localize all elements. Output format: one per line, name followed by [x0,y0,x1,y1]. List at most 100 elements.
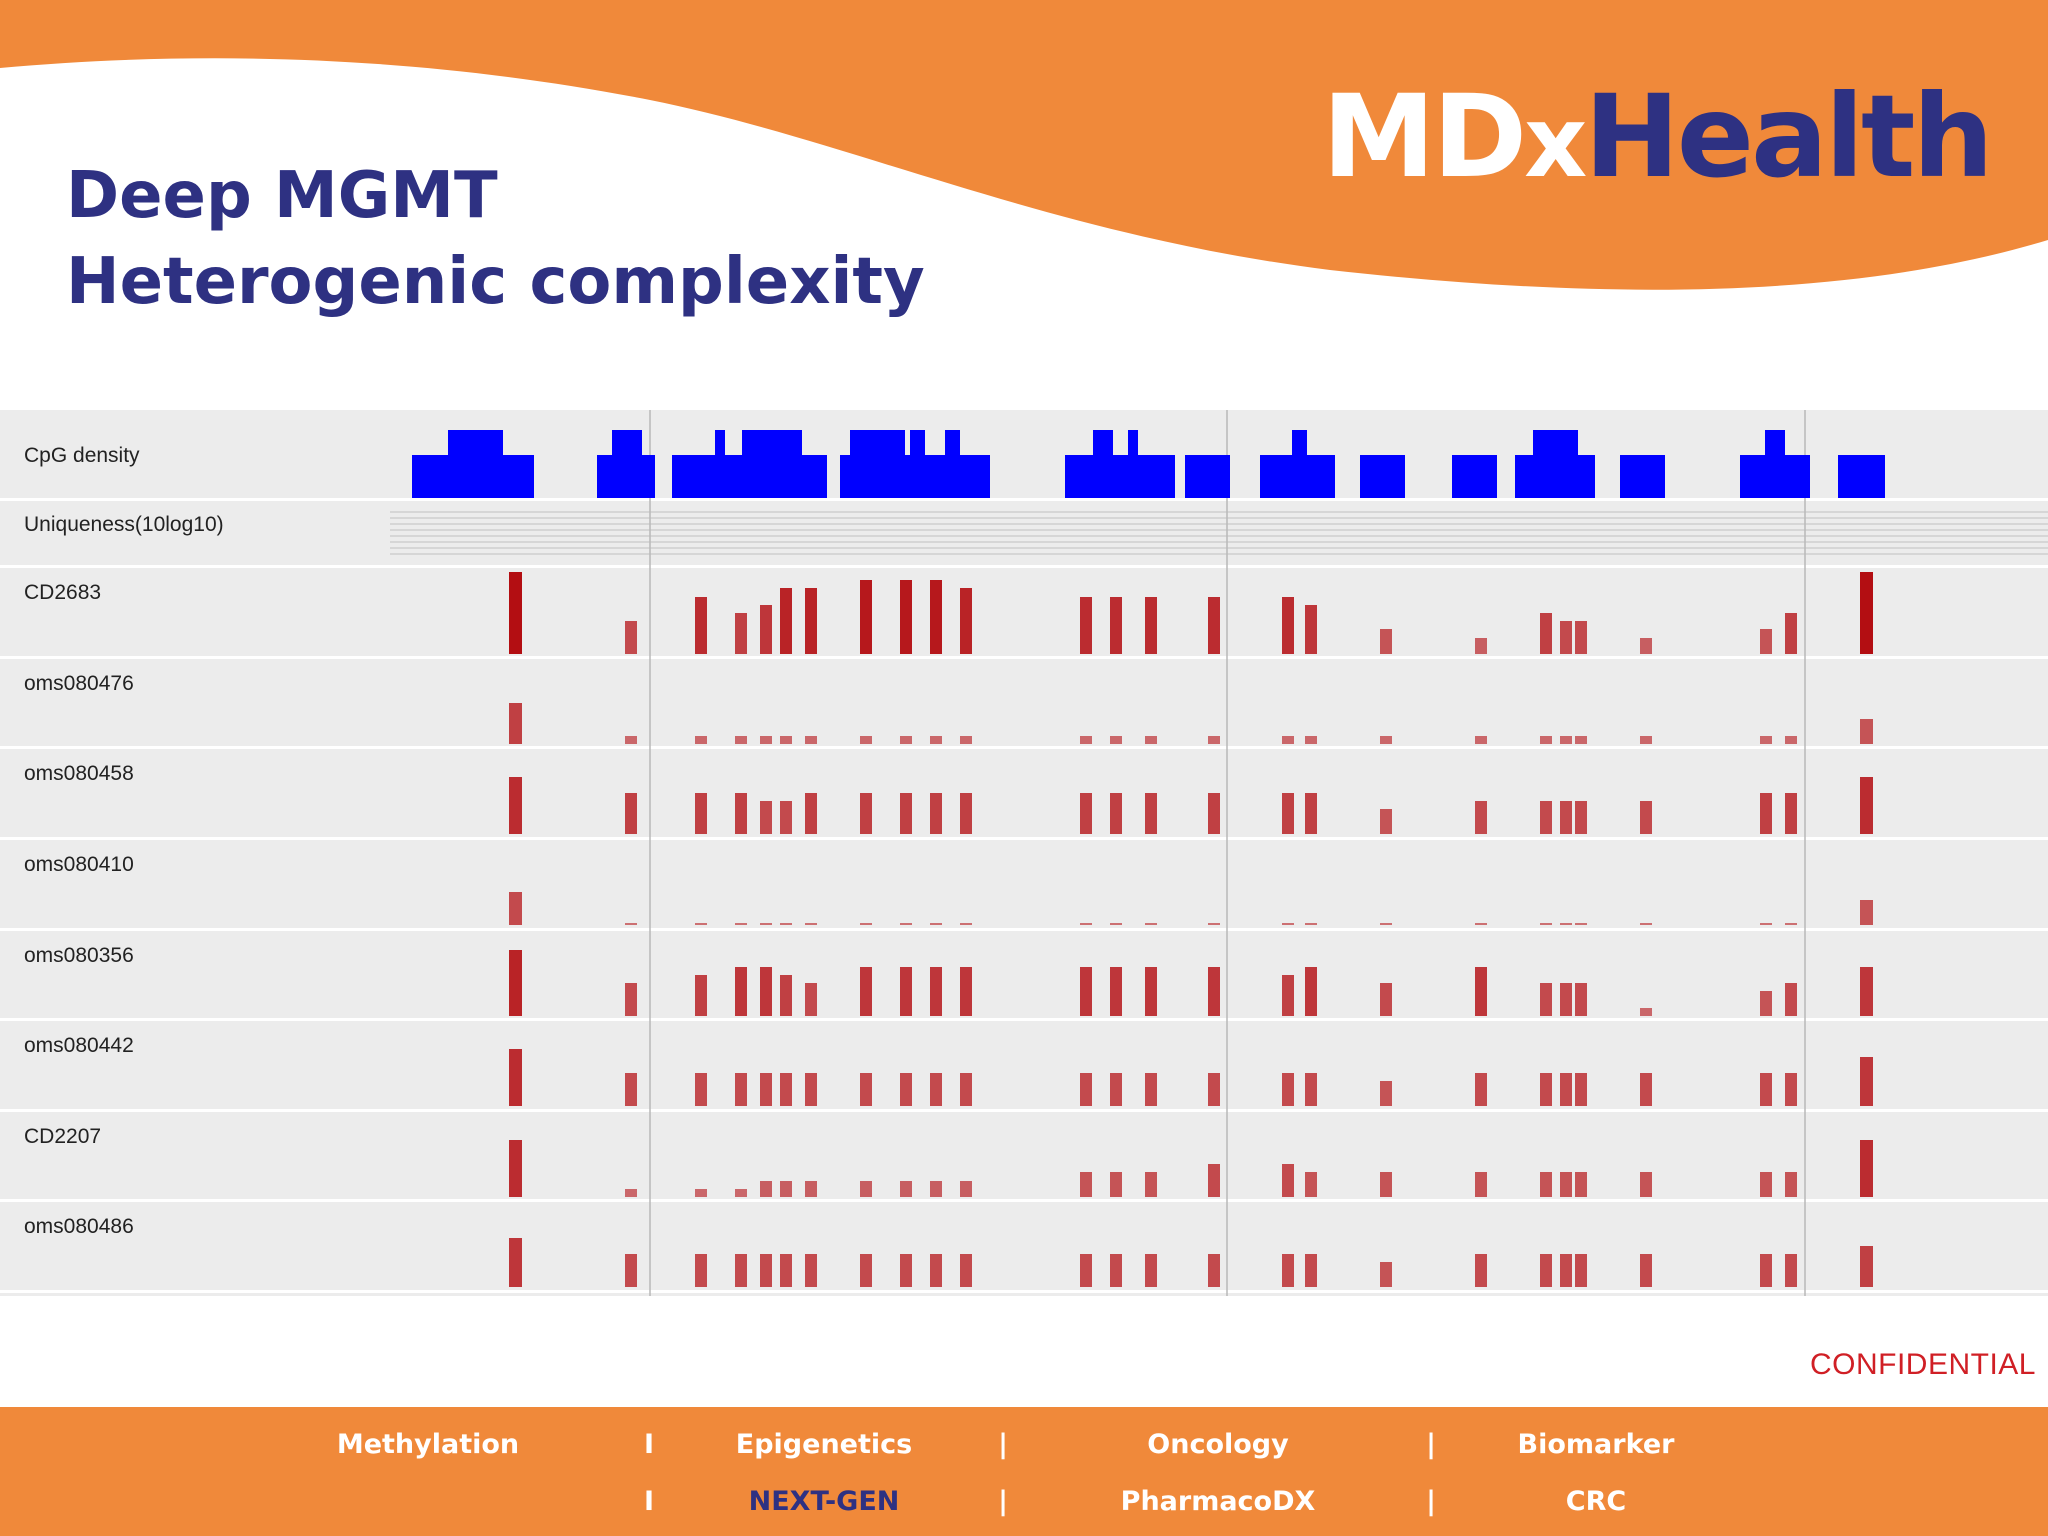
methylation-bar [780,1181,792,1197]
methylation-bar [509,1140,522,1197]
footer-bar: Methylation I Epigenetics | Oncology | B… [0,1407,2048,1536]
methylation-bar [780,801,792,834]
methylation-bar [1560,621,1572,654]
methylation-bar [1760,1172,1772,1197]
methylation-bar [1560,801,1572,834]
methylation-bar [805,923,817,925]
header-banner [0,0,2048,320]
cpg-density-block [1765,430,1785,455]
track-label-sample-5: oms080356 [24,944,134,967]
methylation-bar [1282,1254,1294,1287]
methylation-bar [860,1254,872,1287]
methylation-bar [1785,923,1797,925]
track-row-divider [0,1018,2048,1021]
cpg-density-block [448,430,503,455]
methylation-bar [1785,1172,1797,1197]
methylation-bar [1305,1073,1317,1106]
methylation-bar [1475,801,1487,834]
methylation-bar [960,588,972,654]
track-label-sample-1: CD2683 [24,581,102,604]
methylation-bar [900,580,912,654]
methylation-bar [1208,923,1220,925]
methylation-bar [1282,923,1294,925]
methylation-bar [1575,801,1587,834]
methylation-bar [1208,1073,1220,1106]
confidential-label: CONFIDENTIAL [1809,1348,2036,1381]
cpg-density-block [1185,455,1230,498]
methylation-bar [1575,923,1587,925]
methylation-bar [509,950,522,1016]
methylation-bar [1208,597,1220,654]
methylation-bar [1475,638,1487,654]
cpg-density-block [1360,455,1405,498]
mdxhealth-logo: MDxHealth [1322,70,1994,203]
methylation-bar [625,923,637,925]
cpg-density-block [850,430,905,455]
track-row-divider [0,1290,2048,1293]
methylation-bar [1110,793,1122,834]
methylation-bar [1208,1254,1220,1287]
header-swoosh [0,0,2048,290]
cpg-density-block [1292,430,1307,455]
methylation-bar [1860,900,1873,925]
methylation-bar [1080,967,1092,1016]
methylation-bar [1785,793,1797,834]
methylation-bar [695,1189,707,1197]
methylation-bar [780,923,792,925]
methylation-bar [1145,1073,1157,1106]
methylation-bar [1575,1254,1587,1287]
methylation-bar [1110,736,1122,744]
methylation-bar [1282,597,1294,654]
methylation-bar [1785,613,1797,654]
methylation-bar [695,736,707,744]
methylation-bar [780,736,792,744]
methylation-bar [860,1181,872,1197]
methylation-bar [1380,1262,1392,1287]
methylation-bar [1305,736,1317,744]
track-label-cpg-density: CpG density [24,444,140,467]
methylation-bar [760,736,772,744]
methylation-bar [900,1073,912,1106]
track-label-sample-6: oms080442 [24,1034,134,1057]
footer-separator: | [998,1429,1008,1460]
methylation-bar [900,967,912,1016]
methylation-bar [1860,1246,1873,1287]
methylation-bar [860,967,872,1016]
methylation-bar [1760,1073,1772,1106]
methylation-bar [1208,967,1220,1016]
methylation-bar [509,703,522,744]
footer-separator: | [1426,1486,1436,1517]
methylation-bar [1575,983,1587,1016]
methylation-bar [695,597,707,654]
footer-item-crc: CRC [1565,1486,1627,1517]
methylation-bar [1080,923,1092,925]
methylation-bar [960,793,972,834]
genome-browser-tracks: CpG density Uniqueness(10log10) CD2683 o… [0,410,2048,1296]
methylation-bar [1380,809,1392,834]
methylation-bar [509,892,522,925]
methylation-bar [735,1073,747,1106]
methylation-bar [900,1254,912,1287]
methylation-bar [1785,983,1797,1016]
methylation-bar [860,923,872,925]
footer-separator: I [643,1486,655,1517]
cpg-density-block [1838,455,1885,498]
track-label-sample-4: oms080410 [24,853,134,876]
methylation-bar [805,588,817,654]
cpg-density-block [1620,455,1665,498]
methylation-bar [1305,1254,1317,1287]
methylation-bar [1110,1073,1122,1106]
methylation-bar [1575,1073,1587,1106]
methylation-bar [1145,1254,1157,1287]
methylation-bar [960,1254,972,1287]
methylation-bar [1760,629,1772,654]
methylation-bar [1475,1073,1487,1106]
cpg-density-block [1260,455,1335,498]
methylation-bar [1540,983,1552,1016]
methylation-bar [1640,736,1652,744]
methylation-bar [1110,923,1122,925]
track-label-sample-2: oms080476 [24,672,134,695]
methylation-bar [695,1073,707,1106]
methylation-bar [735,736,747,744]
methylation-bar [695,923,707,925]
